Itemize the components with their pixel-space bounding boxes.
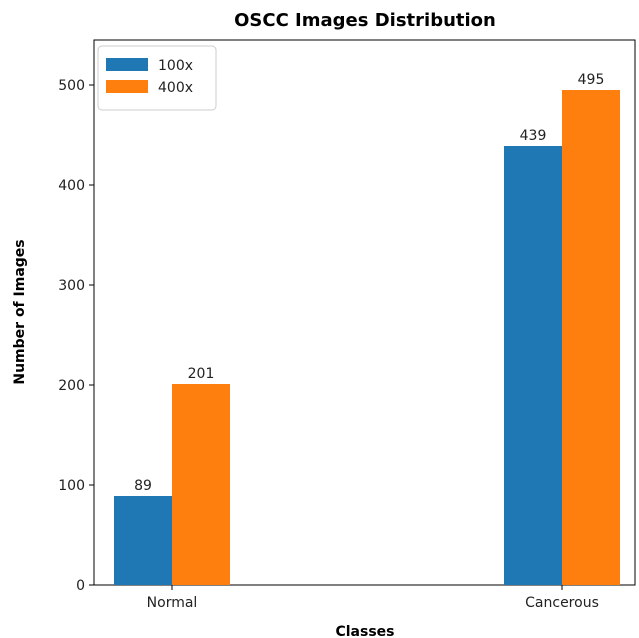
chart-title: OSCC Images Distribution [234,10,496,31]
bar-400x-cancerous [562,90,620,585]
legend-label-400x: 400x [158,80,193,96]
data-label-100x-normal: 89 [134,478,152,494]
plot-area [93,39,636,586]
y-tick-label: 300 [58,278,85,294]
legend: 100x 400x [97,45,217,111]
data-label-400x-normal: 201 [188,366,215,382]
x-axis-label: Classes [335,624,394,638]
bar-100x-normal [114,496,172,585]
y-axis: 0 100 200 300 400 500 [58,78,94,594]
bar-100x-cancerous [504,146,562,585]
y-tick-label: 500 [58,78,85,94]
data-labels-group: 89 439 201 495 [134,72,604,494]
y-axis-label: Number of Images [12,239,28,384]
y-tick-label: 400 [58,178,85,194]
bar-400x-normal [172,384,230,585]
legend-box [97,45,217,111]
legend-swatch-100x [106,58,148,71]
y-tick-label: 0 [76,578,85,594]
data-label-400x-cancerous: 495 [578,72,605,88]
legend-swatch-400x [106,80,148,93]
x-tick-label-cancerous: Cancerous [525,595,599,611]
x-axis: Normal Cancerous [147,585,599,611]
x-tick-label-normal: Normal [147,595,198,611]
y-tick-label: 100 [58,478,85,494]
bars-group [114,90,620,585]
data-label-100x-cancerous: 439 [520,128,547,144]
legend-label-100x: 100x [158,58,193,74]
y-tick-label: 200 [58,378,85,394]
